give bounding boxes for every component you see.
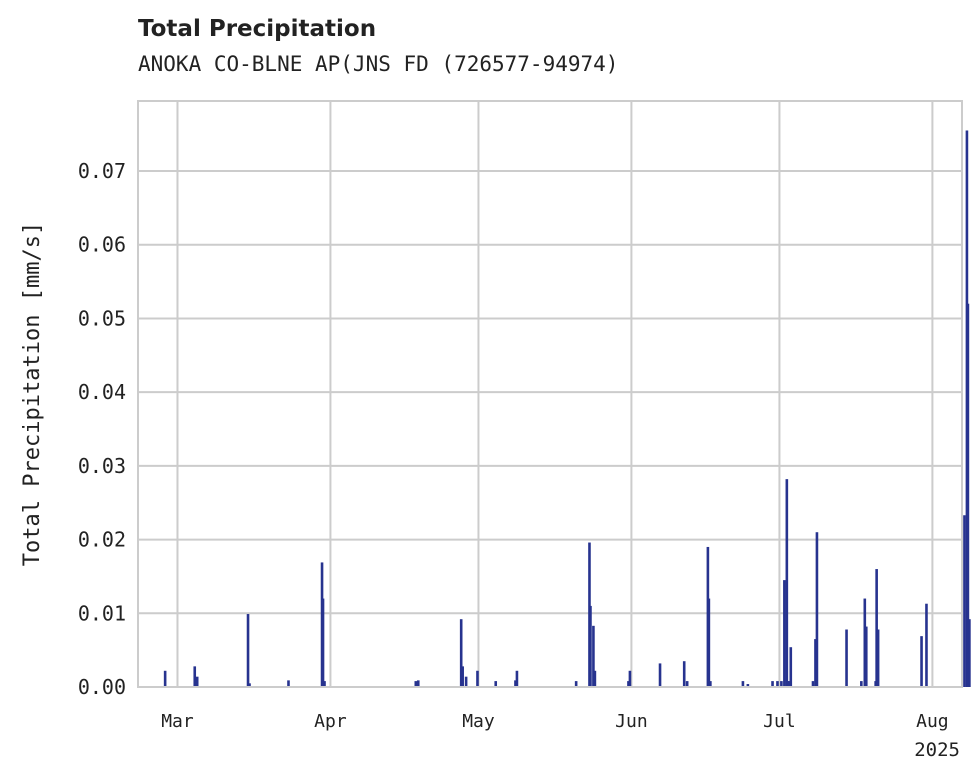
y-tick-label: 0.00 <box>78 675 126 699</box>
precipitation-bar <box>323 681 326 687</box>
precipitation-bar <box>709 681 712 687</box>
x-axis-year-label: 2025 <box>914 739 960 761</box>
precipitation-bar <box>682 661 686 687</box>
precipitation-bar <box>860 681 863 687</box>
y-tick-label: 0.07 <box>78 159 126 183</box>
precipitation-bar <box>464 676 468 687</box>
precipitation-bar <box>741 681 745 687</box>
precipitation-bar <box>459 619 463 687</box>
precipitation-bar <box>963 515 966 687</box>
precipitation-bar <box>789 647 793 687</box>
precipitation-bar <box>814 639 817 687</box>
precipitation-bar <box>416 680 420 687</box>
precipitation-bar <box>248 683 251 687</box>
precipitation-bar <box>321 598 325 687</box>
precipitation-bar <box>920 636 923 687</box>
precipitation-bar <box>514 680 517 687</box>
precipitation-bar <box>746 684 750 687</box>
chart-subtitle: ANOKA CO-BLNE AP(JNS FD (726577-94974) <box>138 52 619 76</box>
precipitation-bar <box>925 603 928 687</box>
y-tick-label: 0.04 <box>78 380 126 404</box>
precipitation-bar <box>589 605 592 687</box>
precipitation-bar <box>966 303 970 687</box>
precipitation-bar <box>783 580 786 687</box>
x-tick-label: Mar <box>161 711 194 732</box>
precipitation-bar <box>811 681 815 687</box>
precipitation-bar <box>494 681 498 687</box>
grid-lines <box>138 101 962 687</box>
precipitation-bar <box>845 629 848 687</box>
precipitation-bar <box>776 681 779 687</box>
precipitation-bar <box>515 670 519 687</box>
precipitation-bar <box>787 681 791 687</box>
precipitation-bar <box>685 681 689 687</box>
precipitation-bar <box>815 532 819 687</box>
precipitation-bar <box>875 569 878 687</box>
precipitation-bar <box>707 598 711 687</box>
plot-frame <box>137 100 963 688</box>
precipitation-bar <box>785 479 789 687</box>
x-tick-label: Aug <box>916 711 949 732</box>
x-axis-ticks: Mar Apr May Jun Jul Aug <box>161 711 948 732</box>
y-tick-label: 0.06 <box>78 233 126 257</box>
precipitation-bar <box>476 670 479 687</box>
precipitation-bar <box>246 614 250 687</box>
precipitation-bar <box>780 681 783 687</box>
precipitation-bar <box>287 680 290 687</box>
precipitation-bars <box>163 130 971 688</box>
precipitation-bar <box>771 681 774 687</box>
x-tick-label: Apr <box>314 711 347 732</box>
y-tick-label: 0.02 <box>78 528 126 552</box>
precipitation-bar <box>195 676 199 687</box>
chart-title: Total Precipitation <box>138 16 377 42</box>
precipitation-bar <box>876 629 880 687</box>
precipitation-bar <box>658 663 662 687</box>
precipitation-bar <box>414 681 418 687</box>
precipitation-bar <box>968 619 971 687</box>
precipitation-bar <box>864 626 868 687</box>
y-axis-ticks: 0.00 0.01 0.02 0.03 0.04 0.05 0.06 0.07 <box>78 159 126 699</box>
x-tick-label: Jul <box>763 711 796 732</box>
x-tick-label: Jun <box>615 711 648 732</box>
y-tick-label: 0.05 <box>78 306 126 330</box>
y-axis-label: Total Precipitation [mm/s] <box>20 222 45 566</box>
precipitation-bar <box>627 681 630 687</box>
precipitation-bar <box>593 670 597 687</box>
y-tick-label: 0.01 <box>78 601 126 625</box>
precipitation-bar <box>592 625 595 687</box>
precipitation-bar <box>461 666 464 687</box>
precipitation-bar <box>628 670 632 687</box>
y-tick-label: 0.03 <box>78 454 126 478</box>
precipitation-bar <box>863 598 867 687</box>
precipitation-bar <box>574 681 578 687</box>
precipitation-bar <box>163 670 167 687</box>
x-tick-label: May <box>462 711 495 732</box>
precipitation-bar <box>193 666 197 687</box>
